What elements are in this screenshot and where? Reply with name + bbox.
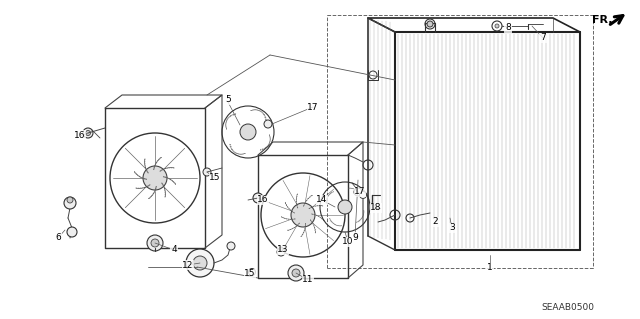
Circle shape (240, 124, 256, 140)
Text: FR.: FR. (592, 15, 612, 25)
Circle shape (147, 235, 163, 251)
Text: 12: 12 (182, 261, 194, 270)
Circle shape (288, 265, 304, 281)
Circle shape (360, 191, 367, 198)
Circle shape (264, 120, 272, 128)
Text: 2: 2 (432, 218, 438, 226)
Circle shape (277, 248, 285, 256)
Circle shape (83, 128, 93, 138)
Circle shape (64, 197, 76, 209)
Text: 13: 13 (277, 246, 289, 255)
Text: 16: 16 (257, 196, 269, 204)
Circle shape (227, 242, 235, 250)
Circle shape (495, 24, 499, 28)
Text: 5: 5 (225, 95, 231, 105)
Circle shape (291, 203, 315, 227)
Circle shape (248, 269, 255, 276)
Text: 16: 16 (74, 130, 86, 139)
Text: 11: 11 (302, 276, 314, 285)
Text: 1: 1 (487, 263, 493, 272)
Text: 3: 3 (449, 224, 455, 233)
Circle shape (279, 247, 283, 251)
Text: 7: 7 (540, 33, 546, 42)
Circle shape (292, 269, 300, 277)
Text: 8: 8 (505, 24, 511, 33)
Text: 14: 14 (316, 196, 328, 204)
Text: 9: 9 (352, 233, 358, 241)
Text: 15: 15 (244, 270, 256, 278)
Text: 6: 6 (55, 234, 61, 242)
Circle shape (86, 130, 90, 136)
Circle shape (151, 239, 159, 247)
Circle shape (143, 166, 167, 190)
Circle shape (67, 197, 73, 203)
Text: 17: 17 (307, 102, 319, 112)
Text: 4: 4 (171, 246, 177, 255)
Circle shape (338, 200, 352, 214)
Circle shape (67, 227, 77, 237)
Circle shape (203, 168, 211, 176)
Circle shape (193, 256, 207, 270)
Circle shape (253, 193, 263, 203)
Circle shape (186, 249, 214, 277)
Text: 15: 15 (209, 174, 221, 182)
Text: SEAAB0500: SEAAB0500 (541, 303, 595, 313)
Text: 18: 18 (371, 204, 381, 212)
Circle shape (427, 21, 433, 27)
Text: 10: 10 (342, 238, 354, 247)
Text: 17: 17 (355, 188, 365, 197)
